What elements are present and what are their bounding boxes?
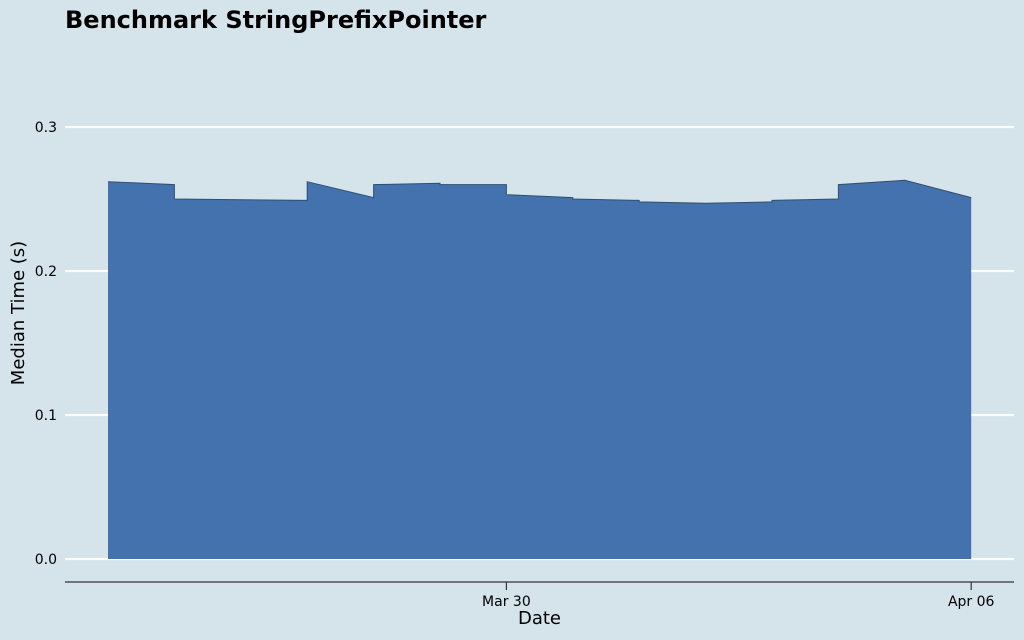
- axes: Date Median Time (s) Mar 30 Apr 06: [8, 241, 1014, 629]
- area-series-fill: [108, 180, 972, 560]
- y-axis-label: Median Time (s): [8, 241, 29, 385]
- series-layer: [107, 179, 972, 560]
- x-tick-label: Mar 30: [482, 594, 531, 610]
- y-tick-label: 0.2: [35, 264, 57, 280]
- chart-title: Benchmark StringPrefixPointer: [65, 6, 487, 34]
- x-tick-label: Apr 06: [948, 594, 995, 610]
- area-series-line: [107, 179, 972, 204]
- y-tick-label: 0.1: [35, 408, 57, 424]
- y-tick-label: 0.0: [35, 552, 57, 568]
- y-tick-label: 0.3: [35, 120, 57, 136]
- x-axis-label: Date: [518, 608, 561, 629]
